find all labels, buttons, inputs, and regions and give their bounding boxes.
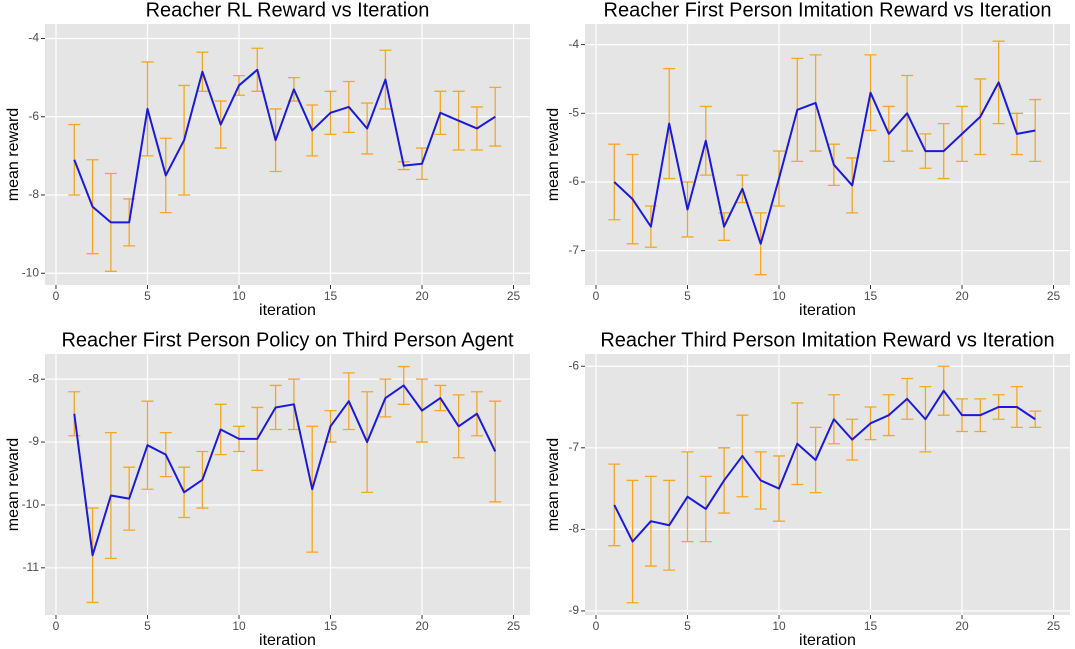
y-tick-label: -6 <box>28 109 39 123</box>
y-tick-label: -6 <box>568 358 579 372</box>
plot-background <box>585 24 1070 285</box>
series-line <box>613 389 1036 543</box>
y-tick-label: -9 <box>568 603 579 617</box>
series-line <box>73 384 497 557</box>
x-tick-label: 20 <box>955 289 969 303</box>
x-tick-label: 5 <box>144 619 151 633</box>
y-tick-label: -10 <box>22 497 40 511</box>
error-bar <box>1029 98 1042 163</box>
y-axis-label: mean reward <box>5 108 22 201</box>
x-tick-label: 5 <box>684 619 691 633</box>
y-tick-label: -4 <box>568 37 579 51</box>
x-tick-label: 25 <box>1047 619 1061 633</box>
x-axis-label: iteration <box>259 302 316 319</box>
y-tick-label: -5 <box>568 105 579 119</box>
x-tick-label: 0 <box>593 619 600 633</box>
plot-background <box>45 24 530 285</box>
x-tick-label: 20 <box>955 619 969 633</box>
y-axis-label: mean reward <box>545 108 562 201</box>
error-bar <box>1029 410 1042 429</box>
series-line <box>73 68 496 224</box>
x-tick-label: 10 <box>772 289 786 303</box>
series-line <box>613 81 1036 245</box>
y-tick-label: -7 <box>568 440 579 454</box>
error-bar <box>608 463 621 547</box>
y-tick-label: -8 <box>568 522 579 536</box>
plot-background <box>585 354 1070 615</box>
plot-background <box>45 354 530 615</box>
error-bar <box>68 123 81 196</box>
x-tick-label: 20 <box>415 619 429 633</box>
x-tick-label: 0 <box>593 289 600 303</box>
y-tick-label: -8 <box>28 371 39 385</box>
error-bar <box>608 143 621 221</box>
y-axis-label: mean reward <box>5 438 22 531</box>
x-axis-label: iteration <box>799 302 856 319</box>
chart-title: Reacher RL Reward vs Iteration <box>146 0 430 21</box>
x-axis-label: iteration <box>799 632 856 649</box>
x-tick-label: 5 <box>144 289 151 303</box>
chart-title: Reacher First Person Imitation Reward vs… <box>604 0 1052 21</box>
y-tick-label: -10 <box>22 265 40 279</box>
x-tick-label: 25 <box>507 289 521 303</box>
x-tick-label: 15 <box>324 619 338 633</box>
x-tick-label: 10 <box>232 289 246 303</box>
chart-title: Reacher First Person Policy on Third Per… <box>61 329 514 351</box>
x-tick-label: 15 <box>324 289 338 303</box>
x-tick-label: 15 <box>864 619 878 633</box>
y-tick-label: -7 <box>568 243 579 257</box>
x-tick-label: 5 <box>684 289 691 303</box>
chart-title: Reacher Third Person Imitation Reward vs… <box>600 329 1054 351</box>
x-tick-label: 20 <box>415 289 429 303</box>
y-tick-label: -4 <box>28 31 39 45</box>
y-axis-label: mean reward <box>545 438 562 531</box>
y-tick-label: -6 <box>568 174 579 188</box>
x-tick-label: 10 <box>232 619 246 633</box>
x-tick-label: 0 <box>53 619 60 633</box>
x-tick-label: 0 <box>53 289 60 303</box>
y-tick-label: -11 <box>23 560 40 574</box>
x-tick-label: 25 <box>1047 289 1061 303</box>
x-tick-label: 25 <box>507 619 521 633</box>
y-tick-label: -8 <box>28 187 39 201</box>
x-tick-label: 10 <box>772 619 786 633</box>
x-tick-label: 15 <box>864 289 878 303</box>
x-axis-label: iteration <box>259 632 316 649</box>
y-tick-label: -9 <box>28 434 39 448</box>
